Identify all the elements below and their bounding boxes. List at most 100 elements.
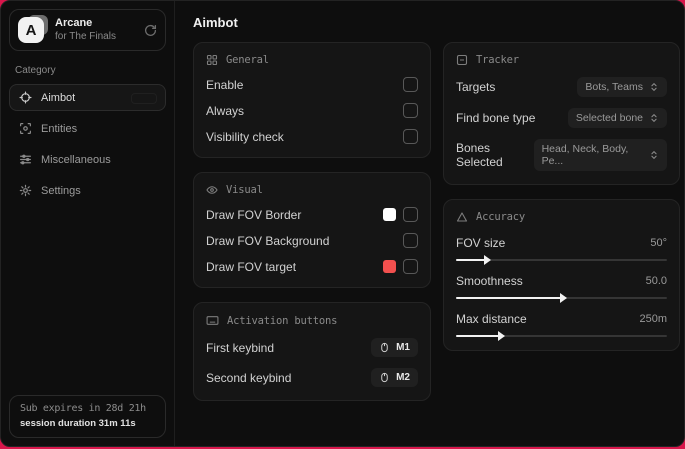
fov-target-color-swatch[interactable] [383,260,396,273]
chevrons-up-down-icon [649,150,659,160]
section-title: General [226,54,269,66]
setting-row-second-keybind: Second keybind M2 [206,368,418,387]
enable-checkbox[interactable] [403,77,418,92]
triangle-icon [456,211,468,223]
mouse-icon [379,342,390,353]
setting-row-find-bone-type: Find bone type Selected bone [456,108,667,128]
setting-row-fov-background: Draw FOV Background [206,233,418,248]
app-name: Arcane [55,16,93,29]
sidebar-item-settings[interactable]: Settings [9,177,166,204]
right-column: Tracker Targets Bots, Teams [443,42,680,401]
second-keybind-button[interactable]: M2 [371,368,418,387]
sidebar-item-miscellaneous[interactable]: Miscellaneous [9,146,166,173]
sub-expiry-text: Sub expires in 28d 21h [20,403,146,414]
tracker-card-header: Tracker [456,54,667,66]
sidebar-item-label: Settings [41,184,81,197]
chevrons-up-down-icon [649,113,659,123]
setting-row-always: Always [206,103,418,118]
sidebar-item-label: Miscellaneous [41,153,111,166]
mouse-icon [379,372,390,383]
sidebar-item-aimbot[interactable]: Aimbot [9,84,166,111]
max-distance-value: 250m [639,313,667,325]
accuracy-card-header: Accuracy [456,211,667,223]
setting-row-first-keybind: First keybind M1 [206,338,418,357]
section-title: Visual [226,184,263,196]
setting-label: Smoothness [456,274,523,288]
box-select-icon [456,54,468,66]
general-card: General Enable Always Visibility check [193,42,431,158]
category-label: Category [15,65,56,76]
app-title-block: Arcane for The Finals [55,17,135,43]
tracker-card: Tracker Targets Bots, Teams [443,42,680,185]
slider-fill [456,255,491,265]
activation-card: Activation buttons First keybind M1 [193,302,431,401]
smoothness-setting: Smoothness 50.0 [456,274,667,303]
layout-grid-icon [206,54,218,66]
find-bone-type-dropdown[interactable]: Selected bone [567,108,667,128]
crosshair-icon [19,91,32,104]
keybind-value: M1 [396,342,410,353]
fov-size-slider[interactable] [456,255,667,265]
entities-icon [19,122,32,135]
fov-size-setting: FOV size 50° [456,236,667,265]
setting-row-enable: Enable [206,77,418,92]
setting-label: Max distance [456,312,527,326]
gear-icon [19,184,32,197]
dropdown-value: Selected bone [575,112,643,124]
setting-label: FOV size [456,236,506,250]
activation-card-header: Activation buttons [206,314,418,327]
dropdown-value: Bots, Teams [585,81,643,93]
keybind-value: M2 [396,372,410,383]
slider-thumb[interactable] [559,293,567,303]
sidebar-nav: Aimbot Entities [9,84,166,204]
setting-label: First keybind [206,340,275,355]
max-distance-setting: Max distance 250m [456,312,667,341]
dropdown-value: Head, Neck, Body, Pe... [541,143,629,167]
bones-selected-dropdown[interactable]: Head, Neck, Body, Pe... [533,139,667,171]
targets-dropdown[interactable]: Bots, Teams [577,77,667,97]
app-logo: A [18,15,48,44]
visibility-check-checkbox[interactable] [403,129,418,144]
sliders-icon [19,153,32,166]
setting-row-fov-target: Draw FOV target [206,259,418,274]
sidebar-item-label: Entities [41,122,78,135]
setting-row-visibility-check: Visibility check [206,129,418,144]
smoothness-slider[interactable] [456,293,667,303]
slider-thumb[interactable] [498,331,506,341]
setting-label: Draw FOV Border [206,207,302,222]
fov-target-checkbox[interactable] [403,259,418,274]
always-checkbox[interactable] [403,103,418,118]
refresh-icon[interactable] [144,24,157,37]
sidebar-item-label: Aimbot [41,91,76,104]
sidebar-item-entities[interactable]: Entities [9,115,166,142]
slider-fill [456,331,506,341]
sidebar-spacer [9,204,166,395]
fov-size-value: 50° [650,237,667,249]
accuracy-card: Accuracy FOV size 50° [443,199,680,351]
setting-label: Always [206,103,245,118]
fov-border-checkbox[interactable] [403,207,418,222]
slider-thumb[interactable] [483,255,491,265]
fov-border-color-swatch[interactable] [383,208,396,221]
general-card-header: General [206,54,418,66]
setting-row-fov-border: Draw FOV Border [206,207,418,222]
session-duration-text: session duration 31m 11s [20,418,136,429]
max-distance-slider[interactable] [456,331,667,341]
fov-background-checkbox[interactable] [403,233,418,248]
setting-label: Bones Selected [456,141,503,169]
setting-label: Find bone type [456,111,536,125]
setting-row-targets: Targets Bots, Teams [456,77,667,97]
setting-label: Draw FOV target [206,259,297,274]
slider-fill [456,293,567,303]
section-title: Accuracy [476,211,525,223]
left-column: General Enable Always Visibility check [193,42,431,401]
setting-label: Targets [456,80,496,94]
logo-letter: A [18,17,44,43]
page-title: Aimbot [193,15,238,30]
first-keybind-button[interactable]: M1 [371,338,418,357]
setting-label: Draw FOV Background [206,233,330,248]
setting-row-bones-selected: Bones Selected Head, Neck, Body, Pe... [456,139,667,171]
visual-card-header: Visual [206,184,418,196]
app-header-card: A Arcane for The Finals [9,9,166,51]
